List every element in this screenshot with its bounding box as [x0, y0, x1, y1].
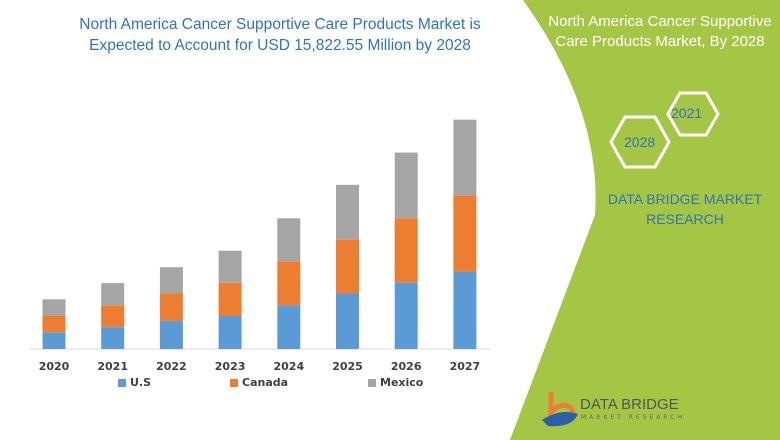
- bar-mexico-2026: [394, 152, 418, 219]
- hex-label-2028: 2028: [624, 134, 656, 150]
- bar-mexico-2025: [336, 184, 359, 240]
- x-tick-label: 2020: [38, 360, 70, 373]
- x-tick-label: 2021: [97, 360, 128, 373]
- bar-mexico-2021: [101, 283, 125, 306]
- hexagon-2021: [666, 91, 720, 137]
- x-tick-label: 2022: [156, 360, 187, 373]
- bar-canada-2026: [394, 218, 418, 283]
- x-tick-label: 2027: [449, 360, 481, 373]
- bar-canada-2021: [101, 305, 125, 328]
- page-title: North America Cancer Supportive Care Pro…: [79, 16, 481, 54]
- bar-canada-2023: [218, 282, 242, 317]
- legend-swatch: [368, 378, 376, 387]
- bar-mexico-2024: [277, 218, 301, 262]
- x-tick-label: 2024: [273, 360, 305, 373]
- legend-swatch: [230, 378, 238, 387]
- bar-canada-2027: [453, 195, 477, 272]
- bar-mexico-2022: [159, 267, 183, 294]
- logo-tagline: MARKET RESEARCH: [581, 414, 685, 421]
- legend-label: Canada: [242, 376, 289, 389]
- legend-canada: Canada: [230, 376, 288, 389]
- bar-us-2027: [453, 271, 477, 349]
- bar-us-2026: [394, 282, 418, 349]
- bar-mexico-2023: [218, 250, 242, 283]
- x-tick-label: 2023: [214, 360, 246, 373]
- bar-canada-2024: [277, 261, 301, 306]
- bars: [42, 119, 477, 349]
- brand-text: DATA BRIDGE MARKET RESEARCH: [607, 191, 763, 227]
- bar-us-2023: [218, 316, 242, 349]
- x-tick-label: 2026: [390, 360, 422, 373]
- bar-mexico-2020: [42, 299, 66, 317]
- bar-us-2025: [336, 293, 359, 349]
- legend-label: U.S: [130, 376, 152, 389]
- hex-label-2021: 2021: [671, 105, 703, 121]
- bar-us-2021: [101, 327, 125, 349]
- legend-label: Mexico: [380, 376, 424, 389]
- legend-mexico: Mexico: [368, 376, 423, 389]
- legend-us: U.S: [118, 376, 151, 389]
- green-panel: [510, 0, 780, 440]
- logo-name: DATA BRIDGE: [580, 396, 679, 413]
- bar-mexico-2027: [453, 119, 477, 196]
- logo-icon: [542, 392, 578, 427]
- x-tick-label: 2025: [332, 360, 363, 373]
- hexagon-2028: [609, 115, 671, 169]
- bar-canada-2022: [159, 293, 183, 321]
- bar-us-2024: [277, 305, 301, 349]
- side-panel-title: North America Cancer Supportive Care Pro…: [548, 13, 772, 50]
- bar-us-2022: [159, 320, 183, 349]
- bar-us-2020: [42, 332, 66, 349]
- bar-canada-2020: [42, 316, 66, 333]
- legend-swatch: [118, 378, 126, 387]
- bar-canada-2025: [336, 239, 359, 294]
